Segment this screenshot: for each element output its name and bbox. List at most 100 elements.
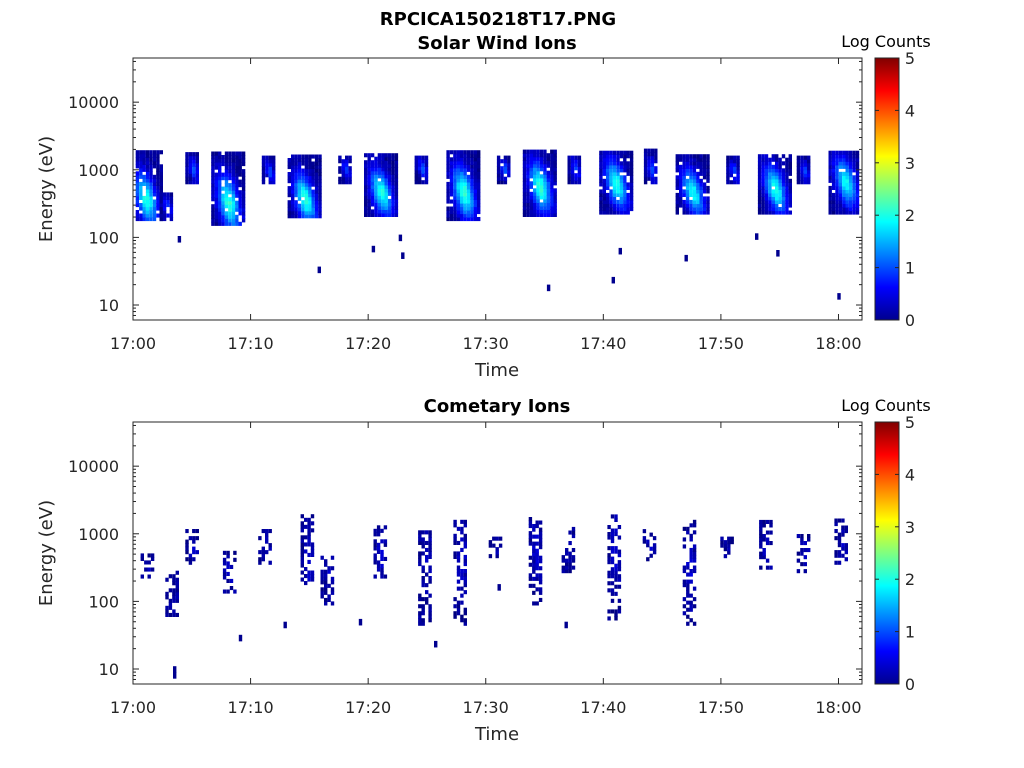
heatmap-cell [842,210,846,215]
heatmap-cell [418,562,422,567]
heatmap-cell [852,175,856,180]
heatmap-cell [318,193,322,198]
heatmap-cell [852,161,856,166]
heatmap-cell [156,213,160,218]
heatmap-cell [304,549,308,554]
heatmap-cell [338,169,342,174]
heatmap-cell [241,211,246,216]
heatmap-cell [845,154,849,159]
heatmap-cell [567,166,571,171]
heatmap-cell [314,182,319,187]
heatmap-cell [381,167,385,172]
heatmap-cell [733,159,737,164]
heatmap-cell [761,175,765,180]
heatmap-cell [307,524,311,529]
heatmap-cell [619,196,624,201]
heatmap-cell [599,192,603,197]
heatmap-cell [689,157,693,162]
heatmap-cell [852,168,856,173]
heatmap-cell [610,609,615,614]
heatmap-cell [428,530,432,535]
heatmap-cell [218,214,222,219]
heatmap-cell [546,181,550,186]
heatmap-cell [599,175,603,180]
heatmap-cell [768,168,772,173]
heatmap-cell [571,530,576,535]
heatmap-cell [470,153,474,158]
heatmap-cell [607,609,611,614]
heatmap-cell [699,189,703,194]
heatmap-cell [453,523,457,528]
heatmap-cell [686,562,690,567]
heatmap-cell [238,221,242,226]
heatmap-cell [682,565,687,570]
heatmap-cell [536,167,540,172]
heatmap-cell [616,171,620,176]
heatmap-cell [692,157,697,162]
heatmap-cell [453,597,457,602]
heatmap-cell [228,200,232,205]
heatmap-cell [294,200,298,205]
heatmap-cell [546,156,550,161]
heatmap-cell [609,161,613,166]
heatmap-cell [149,174,153,179]
heatmap-cell [460,178,464,183]
heatmap-cell [619,199,624,204]
heatmap-cell [543,163,547,168]
heatmap-cell [149,150,153,155]
heatmap-cell [453,164,457,169]
heatmap-cell [675,182,679,187]
heatmap-cell [226,589,230,594]
heatmap-cell [831,182,836,187]
heatmap-cell [377,156,382,161]
heatmap-cell [463,607,467,612]
heatmap-cell [364,167,368,172]
heatmap-cell [424,159,429,164]
heatmap-cell [172,577,176,582]
heatmap-cell [807,548,811,553]
heatmap-cell [291,172,295,177]
heatmap-cell [682,569,687,574]
heatmap-cell [238,151,242,156]
heatmap-cell [538,597,543,602]
heatmap-cell [788,182,792,187]
heatmap-cell [142,160,146,165]
heatmap-cell [828,171,832,176]
heatmap-cell [135,181,140,186]
heatmap-cell [845,178,849,183]
heatmap-cell [477,199,481,204]
heatmap-cell [214,176,218,181]
heatmap-cell [553,181,557,186]
heatmap-cell [318,189,322,194]
heatmap-cell [418,533,422,538]
heatmap-cell [546,209,550,214]
heatmap-cell [692,164,697,169]
heatmap-cell [828,157,832,162]
heatmap-cell [796,159,801,164]
heatmap-cell [381,202,385,207]
heatmap-cell [828,199,832,204]
heatmap-cell [768,210,772,215]
heatmap-cell [692,199,697,204]
heatmap-cell [185,546,189,551]
heatmap-cell [304,196,309,201]
heatmap-cell [449,192,454,197]
heatmap-cell [528,576,533,581]
heatmap-cell [428,614,432,619]
heatmap-cell [324,587,328,592]
y-tick-label: 10 [99,660,119,679]
heatmap-cell [654,176,658,181]
heatmap-cell [689,607,693,612]
heatmap-cell [310,528,315,533]
heatmap-cell [235,176,239,181]
heatmap-cell [845,175,849,180]
heatmap-cell [231,169,236,174]
heatmap-cell [696,207,700,212]
heatmap-cell [609,182,613,187]
heatmap-cell [679,185,683,190]
heatmap-cell [294,189,298,194]
heatmap-cell [145,199,150,204]
heatmap-cell [759,519,763,524]
heatmap-cell [536,191,540,196]
heatmap-cell [831,178,836,183]
